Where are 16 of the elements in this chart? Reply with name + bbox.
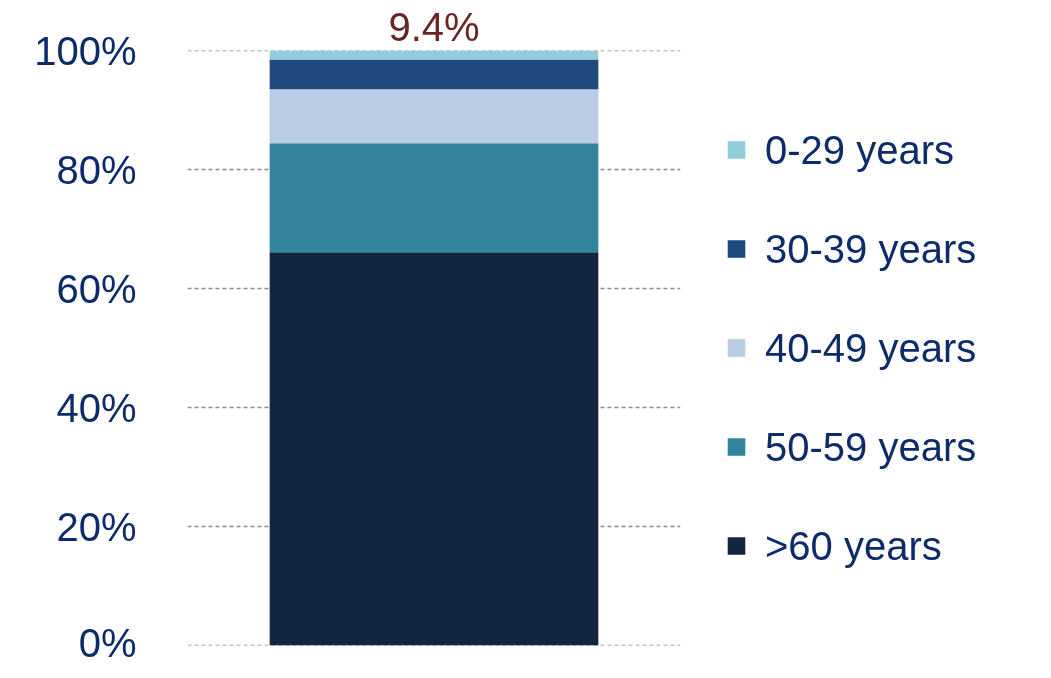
bar bbox=[269, 252, 599, 646]
legend-label: 50-59 years bbox=[765, 424, 977, 469]
legend-label: 30-39 years bbox=[765, 226, 977, 271]
y-tick-label: 20% bbox=[56, 504, 137, 549]
text: 9.4% bbox=[388, 4, 480, 49]
y-tick-label: 40% bbox=[56, 385, 137, 430]
legend-label: 0-29 years bbox=[765, 127, 954, 172]
bar bbox=[269, 59, 599, 90]
y-tick-label: 100% bbox=[34, 28, 137, 73]
legend-label: >60 years bbox=[765, 523, 942, 568]
y-tick-label: 60% bbox=[56, 266, 137, 311]
y-tick-label: 80% bbox=[56, 147, 137, 192]
bar bbox=[269, 89, 599, 144]
bar bbox=[269, 143, 599, 253]
y-tick-label: 0% bbox=[78, 620, 137, 665]
legend-label: 40-49 years bbox=[765, 325, 977, 370]
